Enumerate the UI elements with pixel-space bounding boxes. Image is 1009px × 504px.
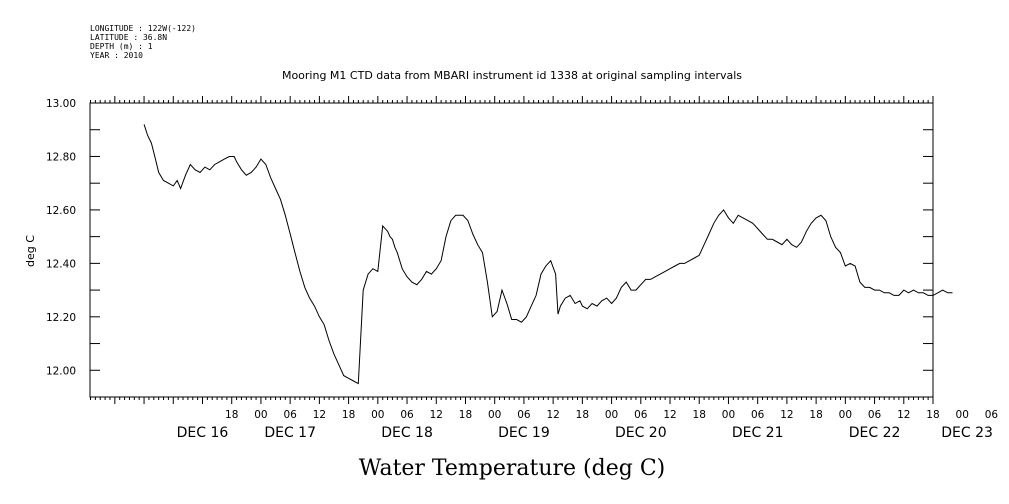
x-tick-label: 18 xyxy=(459,409,472,421)
x-tick-label: 00 xyxy=(605,409,618,421)
x-tick-label: 12 xyxy=(780,409,793,421)
x-tick-label: 18 xyxy=(225,409,238,421)
latitude-text: LATITUDE : 36.8N xyxy=(90,33,167,42)
x-tick-label: 06 xyxy=(400,409,414,421)
series-line-water-temperature xyxy=(143,124,953,385)
x-tick-label: 06 xyxy=(751,409,765,421)
x-day-label: DEC 22 xyxy=(849,425,901,441)
y-axis-label: deg C xyxy=(24,235,37,267)
x-tick-label: 06 xyxy=(868,409,882,421)
y-tick-label: 12.40 xyxy=(46,258,76,270)
plot-frame xyxy=(89,102,934,398)
y-axis-ticks: 13.00 12.80 12.60 12.40 12.20 12.00 xyxy=(46,98,933,398)
x-tick-label: 06 xyxy=(283,409,297,421)
x-tick-label: 06 xyxy=(634,409,648,421)
x-axis-ticks: 18 00 06 12 18 00 06 12 18 00 06 12 18 00 06 12 18 00 06 12… xyxy=(89,96,999,441)
y-tick-label: 12.60 xyxy=(46,205,76,217)
x-tick-label: 06 xyxy=(517,409,531,421)
x-day-label: DEC 16 xyxy=(177,425,229,441)
x-day-label: DEC 23 xyxy=(941,425,993,441)
x-tick-label: 00 xyxy=(371,409,384,421)
x-tick-label: 12 xyxy=(663,409,676,421)
x-tick-label: 18 xyxy=(693,409,706,421)
year-text: YEAR : 2010 xyxy=(90,51,143,60)
x-tick-label: 12 xyxy=(546,409,559,421)
x-tick-label: 12 xyxy=(897,409,910,421)
x-tick-label: 18 xyxy=(809,409,822,421)
x-tick-label: 18 xyxy=(342,409,355,421)
x-tick-label: 18 xyxy=(576,409,589,421)
x-axis-title: Water Temperature (deg C) xyxy=(359,456,666,481)
x-day-label: DEC 17 xyxy=(264,425,316,441)
x-day-label: DEC 19 xyxy=(498,425,550,441)
y-tick-label: 13.00 xyxy=(46,98,76,110)
x-tick-label: 00 xyxy=(722,409,735,421)
y-tick-label: 12.20 xyxy=(46,312,76,324)
x-tick-label: 00 xyxy=(956,409,969,421)
x-day-label: DEC 18 xyxy=(381,425,433,441)
x-tick-label: 00 xyxy=(254,409,267,421)
x-tick-label: 12 xyxy=(313,409,326,421)
x-tick-label: 12 xyxy=(430,409,443,421)
longitude-text: LONGITUDE : 122W(-122) xyxy=(90,24,196,33)
x-tick-label: 06 xyxy=(985,409,999,421)
x-tick-label: 00 xyxy=(839,409,852,421)
chart-title: Mooring M1 CTD data from MBARI instrumen… xyxy=(282,69,742,82)
y-tick-label: 12.80 xyxy=(46,151,76,163)
y-tick-label: 12.00 xyxy=(46,365,76,377)
x-tick-label: 18 xyxy=(926,409,939,421)
x-tick-label: 00 xyxy=(488,409,501,421)
x-day-label: DEC 20 xyxy=(615,425,667,441)
depth-text: DEPTH (m) : 1 xyxy=(90,42,153,51)
x-day-label: DEC 21 xyxy=(732,425,784,441)
